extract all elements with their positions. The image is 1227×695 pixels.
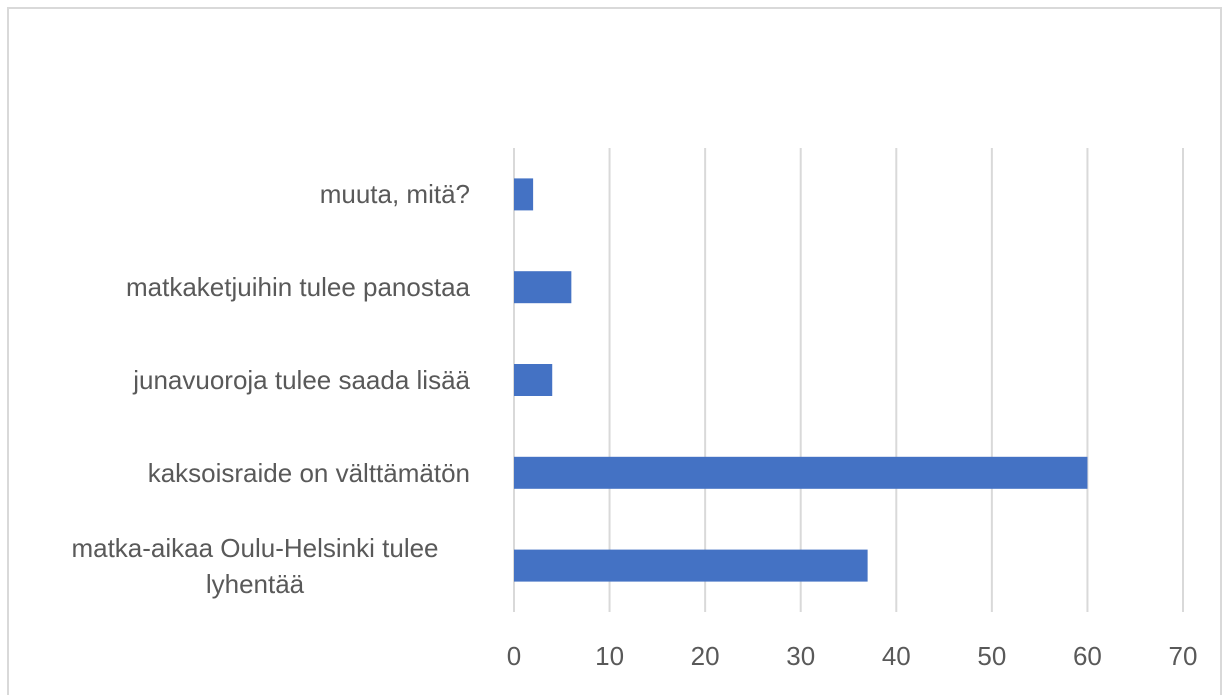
chart-border	[7, 7, 1222, 695]
bar	[514, 549, 868, 582]
y-tick-label: kaksoisraide on välttämätön	[147, 457, 470, 488]
bar	[514, 178, 534, 211]
x-tick-label: 20	[691, 641, 720, 671]
bar	[514, 364, 553, 396]
y-tick-label: matka-aikaa Oulu-Helsinki tulee lyhentää	[71, 532, 439, 599]
x-tick-label: 30	[786, 641, 815, 671]
bar	[514, 271, 572, 304]
x-tick-label: 0	[507, 641, 521, 671]
x-tick-label: 10	[595, 641, 624, 671]
x-tick-label: 70	[1169, 641, 1198, 671]
y-label-box: matka-aikaa Oulu-Helsinki tulee lyhentää	[40, 530, 470, 602]
y-tick-label: matkaketjuihin tulee panostaa	[125, 272, 470, 303]
y-tick-label: muuta, mitä?	[319, 179, 470, 210]
y-tick-label: junavuoroja tulee saada lisää	[133, 365, 470, 395]
y-label-box: matkaketjuihin tulee panostaa	[126, 269, 470, 305]
bar	[514, 456, 1088, 489]
x-tick-label: 40	[882, 641, 911, 671]
x-tick-label: 50	[977, 641, 1006, 671]
x-tick-label: 60	[1073, 641, 1102, 671]
y-label-box: kaksoisraide on välttämätön	[148, 455, 470, 491]
y-label-box: junavuoroja tulee saada lisää	[133, 362, 470, 398]
y-label-box: muuta, mitä?	[320, 176, 470, 212]
